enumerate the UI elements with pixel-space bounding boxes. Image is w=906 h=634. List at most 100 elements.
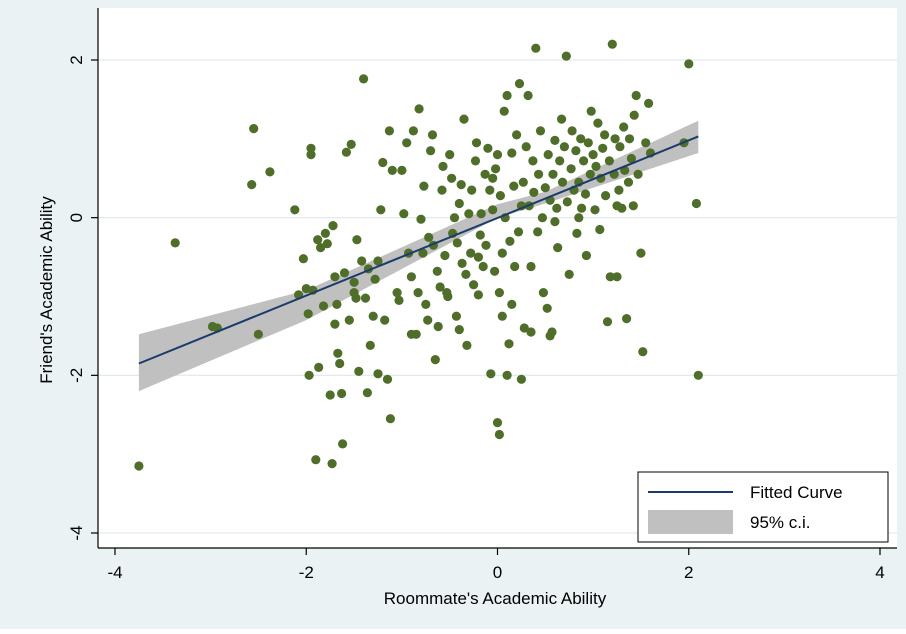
data-point-6 bbox=[253, 329, 263, 339]
data-point-33 bbox=[339, 268, 350, 278]
data-point-100 bbox=[469, 280, 479, 290]
data-point-130 bbox=[511, 130, 522, 140]
data-point-188 bbox=[602, 317, 613, 327]
data-point-32 bbox=[338, 439, 348, 449]
data-point-18 bbox=[313, 235, 323, 245]
data-point-42 bbox=[359, 74, 369, 84]
data-point-63 bbox=[406, 272, 416, 282]
data-point-220 bbox=[473, 290, 483, 300]
data-point-129 bbox=[510, 261, 520, 272]
data-point-71 bbox=[421, 299, 431, 309]
data-point-126 bbox=[505, 236, 515, 246]
data-point-219 bbox=[454, 325, 464, 335]
data-point-150 bbox=[542, 303, 552, 313]
data-point-109 bbox=[483, 143, 493, 153]
data-point-60 bbox=[399, 209, 409, 219]
data-point-174 bbox=[580, 189, 591, 199]
data-point-193 bbox=[610, 134, 620, 144]
data-point-183 bbox=[595, 224, 605, 235]
data-point-200 bbox=[622, 314, 632, 324]
data-point-48 bbox=[370, 274, 380, 284]
data-point-166 bbox=[567, 126, 577, 136]
data-point-137 bbox=[521, 142, 531, 152]
data-point-77 bbox=[430, 355, 440, 365]
data-point-148 bbox=[538, 288, 549, 298]
data-point-206 bbox=[631, 90, 641, 101]
data-point-36 bbox=[346, 139, 356, 149]
data-point-34 bbox=[341, 147, 351, 157]
data-point-169 bbox=[572, 228, 582, 238]
x-tick-label-3: 2 bbox=[684, 563, 693, 582]
data-point-21 bbox=[318, 301, 329, 311]
data-point-117 bbox=[494, 429, 504, 440]
data-point-29 bbox=[333, 348, 343, 358]
data-point-114 bbox=[491, 164, 501, 174]
data-point-194 bbox=[612, 272, 622, 282]
data-point-59 bbox=[397, 165, 407, 175]
data-point-215 bbox=[691, 198, 702, 209]
data-point-172 bbox=[577, 203, 587, 213]
data-point-74 bbox=[426, 146, 436, 156]
data-point-165 bbox=[566, 164, 576, 174]
data-point-27 bbox=[330, 272, 340, 282]
data-point-4 bbox=[247, 180, 257, 190]
data-point-131 bbox=[513, 227, 524, 237]
data-point-90 bbox=[452, 238, 462, 248]
data-point-119 bbox=[495, 191, 505, 201]
data-point-149 bbox=[540, 183, 550, 193]
data-point-113 bbox=[490, 266, 500, 276]
data-point-41 bbox=[357, 256, 367, 266]
data-point-97 bbox=[464, 209, 474, 219]
data-point-20 bbox=[316, 243, 326, 253]
data-point-176 bbox=[583, 138, 593, 148]
x-tick-label-2: 0 bbox=[493, 563, 502, 582]
data-point-178 bbox=[586, 106, 596, 116]
data-point-19 bbox=[314, 362, 324, 372]
data-point-144 bbox=[533, 227, 543, 237]
data-point-61 bbox=[402, 138, 412, 148]
data-point-55 bbox=[385, 414, 395, 424]
x-axis-title: Roommate's Academic Ability bbox=[384, 589, 607, 608]
data-point-39 bbox=[352, 235, 362, 245]
data-point-24 bbox=[325, 390, 335, 400]
data-point-15 bbox=[306, 143, 316, 153]
data-point-91 bbox=[454, 198, 464, 209]
data-point-64 bbox=[408, 126, 418, 136]
data-point-5 bbox=[249, 124, 259, 134]
data-point-168 bbox=[571, 146, 581, 156]
y-tick-label-2: 0 bbox=[67, 213, 86, 222]
data-point-30 bbox=[335, 358, 345, 369]
data-point-54 bbox=[384, 126, 394, 136]
data-point-46 bbox=[365, 340, 375, 350]
data-point-216 bbox=[693, 370, 703, 380]
data-point-207 bbox=[633, 169, 643, 179]
data-point-23 bbox=[322, 239, 332, 249]
data-point-181 bbox=[591, 161, 601, 171]
data-point-95 bbox=[461, 269, 471, 279]
data-point-112 bbox=[488, 205, 498, 215]
data-point-185 bbox=[598, 143, 608, 153]
data-point-111 bbox=[486, 369, 496, 379]
data-point-7 bbox=[265, 167, 275, 177]
data-point-26 bbox=[328, 221, 338, 231]
data-point-224 bbox=[545, 331, 555, 341]
data-point-198 bbox=[619, 122, 629, 132]
data-point-221 bbox=[497, 311, 507, 321]
y-tick-label-3: 2 bbox=[67, 55, 86, 64]
data-point-132 bbox=[514, 79, 525, 89]
data-point-44 bbox=[362, 388, 372, 398]
data-point-107 bbox=[480, 169, 490, 179]
data-point-125 bbox=[504, 339, 514, 349]
data-point-222 bbox=[507, 299, 517, 309]
data-point-175 bbox=[581, 250, 592, 261]
data-point-28 bbox=[332, 299, 342, 309]
data-point-210 bbox=[641, 138, 651, 148]
data-point-93 bbox=[457, 258, 467, 268]
data-point-31 bbox=[337, 388, 347, 399]
data-point-85 bbox=[445, 150, 455, 160]
data-point-80 bbox=[437, 185, 447, 195]
data-point-143 bbox=[531, 43, 541, 53]
data-point-190 bbox=[605, 272, 615, 282]
data-point-35 bbox=[344, 315, 354, 325]
